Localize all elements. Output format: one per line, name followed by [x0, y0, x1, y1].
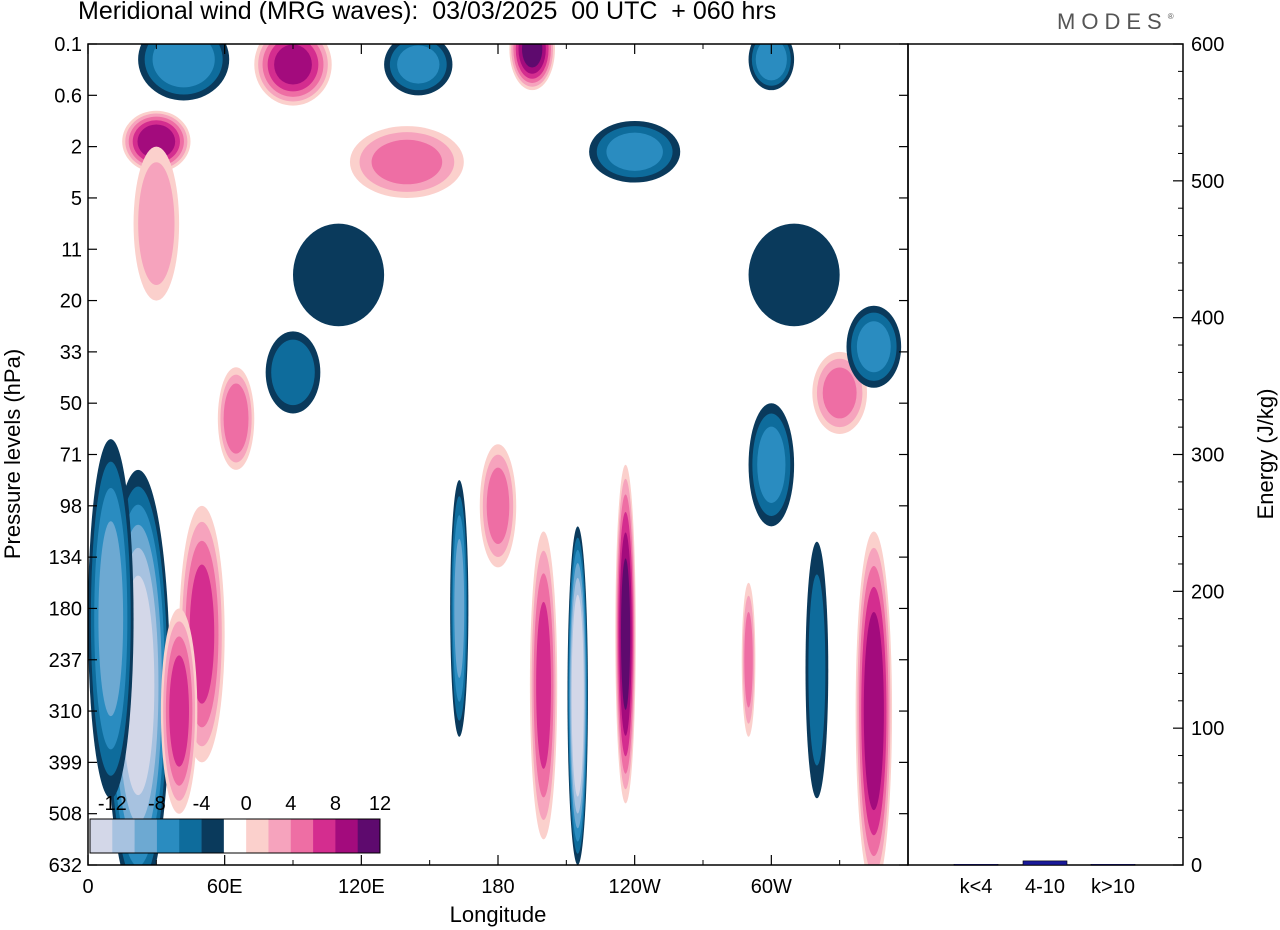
contour-cell-22-6 [606, 132, 663, 171]
colorbar-label: -4 [193, 793, 211, 815]
contour-cell-11-6 [757, 426, 786, 503]
colorbar-frame [89, 818, 381, 854]
contour-cell-19-12 [521, 44, 543, 68]
colorbar-swatch [357, 819, 381, 853]
colorbar-swatch [335, 819, 358, 853]
colorbar-label: -8 [148, 793, 166, 815]
energy-tick-label: 400 [1191, 308, 1224, 330]
brand-registered-mark: ® [1167, 12, 1174, 21]
colorbar-swatch [179, 819, 202, 853]
energy-category-label: k>10 [1091, 876, 1135, 898]
contour-cell-3-8 [169, 655, 189, 767]
energy-tick-label: 100 [1191, 718, 1224, 740]
colorbar-swatch [112, 819, 135, 853]
colorbar-swatch [201, 819, 225, 853]
colorbar-swatch [268, 819, 292, 853]
y-tick-label: 20 [60, 291, 82, 313]
colorbar-label: 4 [285, 793, 296, 815]
x-axis-label: Longitude [450, 902, 547, 927]
y-tick-label: 98 [60, 496, 82, 518]
colorbar-label: -12 [98, 793, 127, 815]
energy-tick-label: 0 [1191, 855, 1202, 877]
y-tick-label: 310 [49, 701, 82, 723]
energy-tick-label: 300 [1191, 445, 1224, 467]
contour-cell-17-6 [152, 44, 215, 88]
x-tick-label: 180 [481, 876, 514, 898]
colorbar-swatch [90, 819, 113, 853]
colorbar-label: 12 [369, 793, 391, 815]
contour-cell-20-10 [137, 124, 176, 159]
contour-cell-4-14 [572, 615, 583, 777]
brand-logo: MODES® [1057, 9, 1174, 35]
contour-cell-18-10 [274, 44, 312, 85]
x-tick-label: 0 [82, 876, 93, 898]
y-tick-label: 399 [49, 752, 82, 774]
y-tick-label: 134 [49, 547, 82, 569]
y-tick-label: 508 [49, 804, 82, 826]
contour-cell-25-4 [138, 162, 175, 285]
energy-tick-label: 500 [1191, 171, 1224, 193]
colorbar-swatch [156, 819, 180, 853]
energy-bar [1090, 864, 1136, 866]
y-tick-label: 50 [60, 393, 82, 415]
colorbar-swatch [134, 819, 158, 853]
y-axis-label: Pressure levels (hPa) [0, 349, 25, 559]
chart-title: Meridional wind (MRG waves): 03/03/2025 … [78, 0, 777, 25]
contour-cell-24-6 [755, 44, 787, 81]
energy-axis-label: Energy (J/kg) [1253, 389, 1278, 520]
x-tick-label: 60E [207, 876, 243, 898]
colorbar-label: 0 [241, 793, 252, 815]
y-tick-label: 0.1 [54, 34, 82, 56]
contour-cell-9-4 [808, 574, 826, 766]
y-tick-label: 5 [71, 188, 82, 210]
contour-cell-21-6 [371, 139, 443, 185]
energy-tick-label: 600 [1191, 34, 1224, 56]
y-tick-label: 632 [49, 855, 82, 877]
y-tick-label: 2 [71, 137, 82, 159]
contour-cell-15-6 [822, 367, 857, 419]
x-tick-label: 120W [609, 876, 661, 898]
contour-cell-5-12 [620, 558, 631, 710]
colorbar-swatch [313, 819, 336, 853]
x-tick-label: 120E [338, 876, 385, 898]
contour-cell-1-8 [98, 521, 124, 717]
colorbar: -12 -8 -4 0 4 8 12 [89, 793, 391, 854]
contour-field [88, 44, 902, 865]
x-tick-label: 60W [751, 876, 792, 898]
colorbar-swatch [246, 819, 269, 853]
y-tick-label: 180 [49, 598, 82, 620]
contour-cell-7-8 [454, 538, 465, 679]
contour-cell-23-6 [397, 45, 440, 84]
contour-cell-8-6 [744, 612, 753, 708]
energy-tick-label: 200 [1191, 581, 1224, 603]
contour-cell-16-6 [856, 321, 891, 373]
contour-cell-26-2 [293, 223, 385, 327]
energy-panel: 0 100 200 300 400 500 600 k<4 4-10 k>10 [907, 34, 1224, 898]
energy-category-label: k<4 [960, 876, 993, 898]
contour-cell-12-6 [486, 467, 510, 544]
y-tick-label: 11 [61, 239, 82, 261]
y-tick-label: 33 [60, 342, 82, 364]
colorbar-swatch [223, 819, 247, 853]
contour-cell-13-6 [223, 383, 249, 454]
contour-cell-14-4 [271, 339, 315, 406]
y-tick-label: 0.6 [54, 85, 82, 107]
energy-bar [953, 864, 999, 866]
energy-category-label: 4-10 [1025, 876, 1065, 898]
energy-frame [907, 43, 1184, 866]
y-tick-label: 71 [60, 445, 82, 467]
y-tick-label: 237 [49, 650, 82, 672]
colorbar-label: 8 [330, 793, 341, 815]
contour-cell-27-2 [748, 223, 840, 327]
colorbar-swatch [290, 819, 314, 853]
contour-cell-6-8 [536, 601, 551, 769]
contour-cell-10-10 [863, 611, 884, 811]
brand-text: MODES [1057, 9, 1168, 34]
axes: 0.1 0.6 2 5 11 20 33 50 71 98 134 180 237 310 399 508 63… [49, 34, 909, 898]
energy-bar [1022, 860, 1068, 866]
